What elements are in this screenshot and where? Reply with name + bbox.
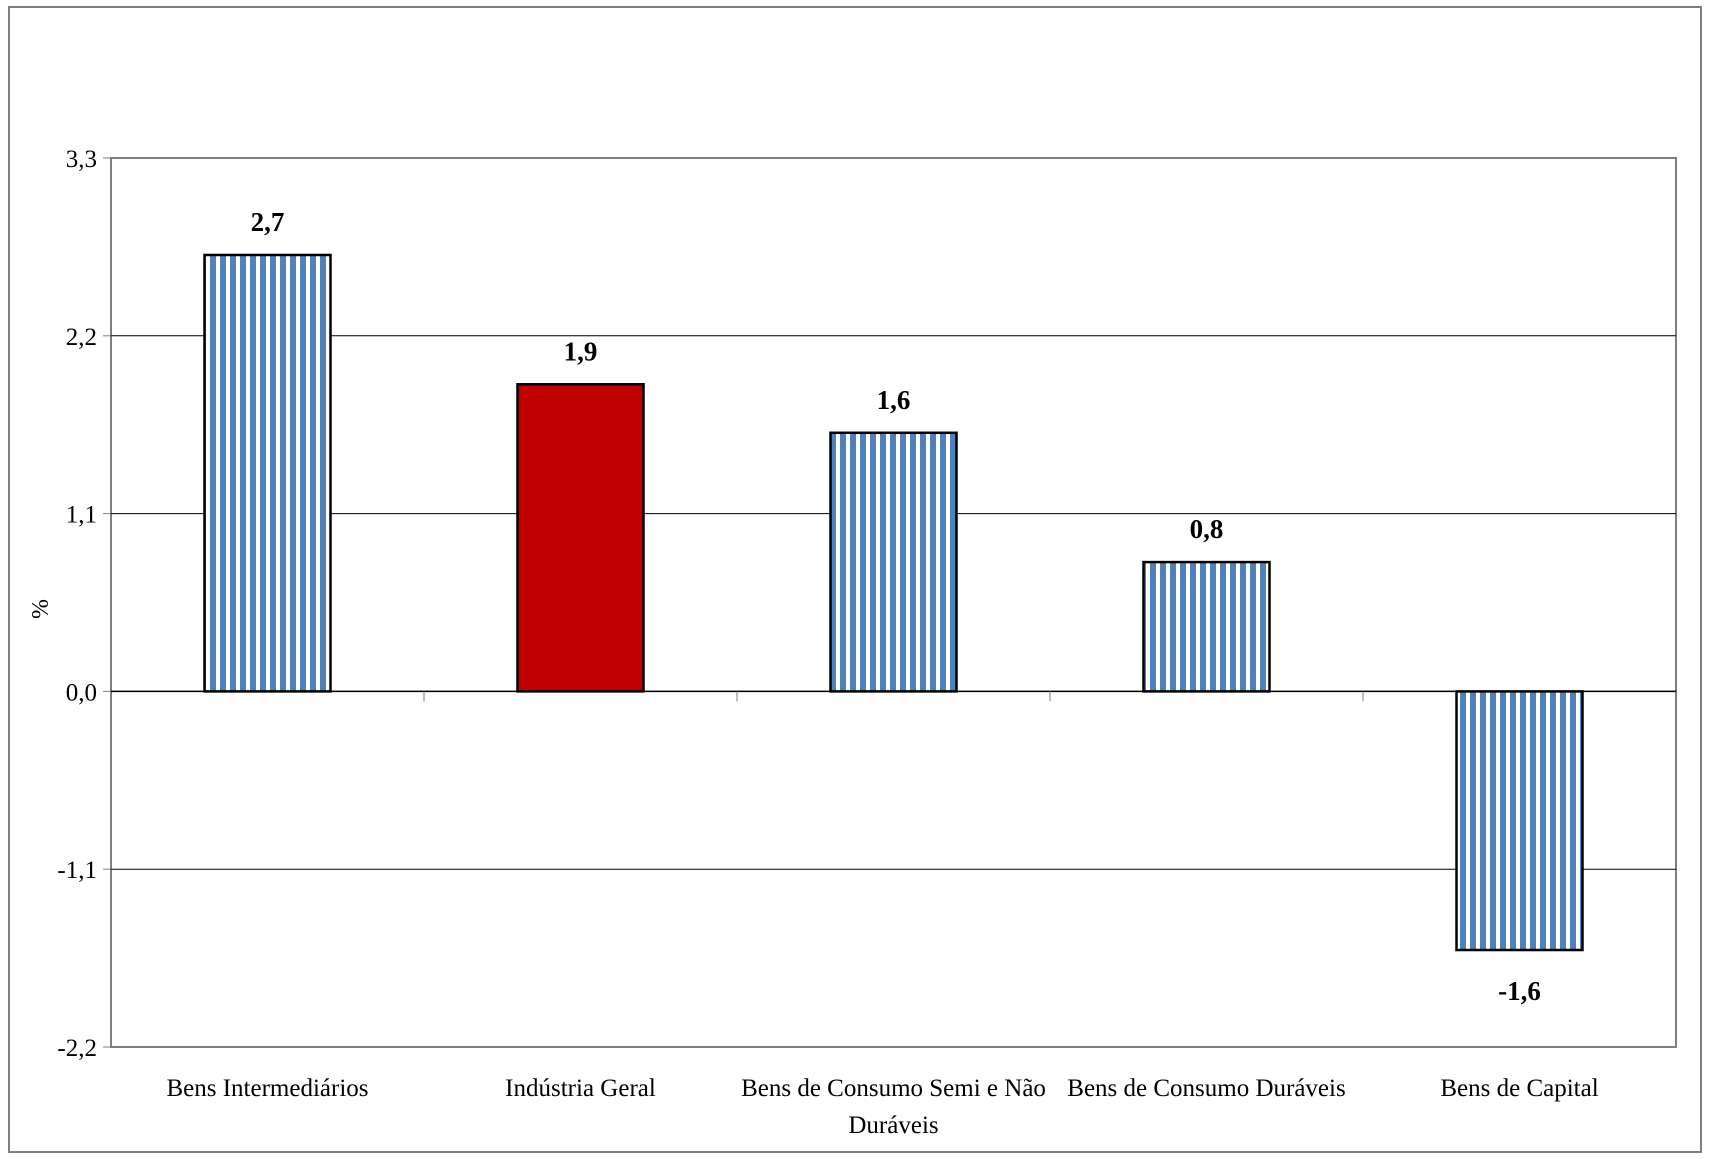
- category-label: Duráveis: [848, 1112, 938, 1139]
- y-tick-label: -1,1: [57, 857, 97, 884]
- data-label: 0,8: [1190, 514, 1224, 544]
- bar: [203, 253, 332, 693]
- category-label: Indústria Geral: [505, 1075, 656, 1102]
- data-label: 1,6: [877, 385, 911, 415]
- data-label: 2,7: [251, 207, 285, 237]
- bar: [1455, 690, 1584, 952]
- y-tick-label: -2,2: [57, 1035, 97, 1062]
- category-label: Bens de Capital: [1440, 1075, 1598, 1102]
- bars: [203, 253, 1584, 952]
- category-label: Bens de Consumo Duráveis: [1067, 1075, 1345, 1102]
- y-tick-label: 0,0: [66, 679, 97, 706]
- y-axis-title: %: [28, 599, 54, 619]
- category-label: Bens de Consumo Semi e Não: [741, 1075, 1046, 1102]
- bar: [1142, 560, 1271, 693]
- labels: 3,3 2,2 1,1 0,0 -1,1 -2,2 2,7 Bens Intermediári…: [57, 146, 1598, 1139]
- y-tick-label: 1,1: [66, 502, 97, 529]
- data-label: 1,9: [564, 336, 598, 366]
- bar: [829, 431, 958, 693]
- y-tick-label: 3,3: [66, 146, 97, 173]
- category-label: Bens Intermediários: [166, 1075, 368, 1102]
- data-label: -1,6: [1498, 976, 1541, 1006]
- y-tick-label: 2,2: [66, 324, 97, 351]
- plot-area-border: [110, 157, 1677, 1048]
- bar: [516, 383, 645, 693]
